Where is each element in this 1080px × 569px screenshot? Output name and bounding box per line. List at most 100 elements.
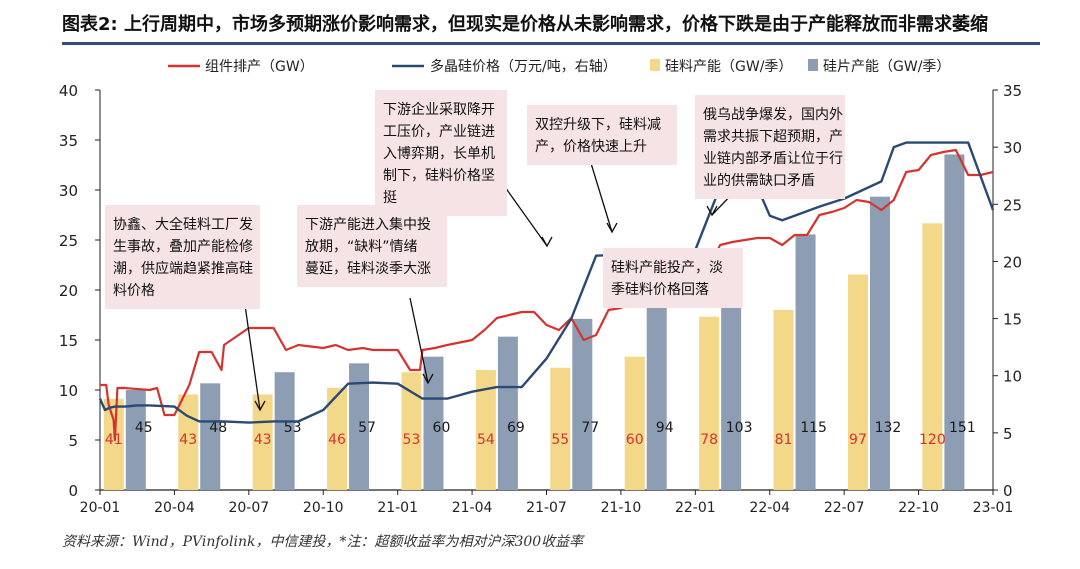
legend-label-wafer: 硅片产能（GW/季） <box>823 59 950 75</box>
data-label-wafer: 94 <box>656 420 674 436</box>
y-tick-label-right: 15 <box>1003 311 1022 329</box>
bar-wafer <box>497 336 518 490</box>
data-label-wafer: 115 <box>800 420 827 436</box>
annotation-text: 业的供需缺口矛盾 <box>703 173 815 189</box>
legend-swatch-silicon <box>650 59 660 71</box>
annotation-box <box>297 205 447 287</box>
bar-wafer <box>572 318 593 490</box>
bar-silicon <box>327 387 348 490</box>
data-label-wafer: 48 <box>209 420 227 436</box>
bar-silicon <box>773 310 794 490</box>
annotation-arrowhead <box>606 222 618 234</box>
title-rule <box>62 42 1040 45</box>
data-label-silicon: 53 <box>403 432 421 448</box>
annotation-text: 料价格 <box>113 283 155 299</box>
annotation-box <box>105 205 260 309</box>
bar-silicon <box>847 274 868 490</box>
bar-silicon <box>401 372 422 490</box>
annotation-text: 下游产能进入集中投 <box>305 216 431 233</box>
annotation-text: 下游企业采取降开 <box>383 101 495 118</box>
annotation-text: 制下，硅料价格坚 <box>383 168 495 184</box>
legend-swatch-wafer <box>808 59 818 71</box>
annotation-arrowhead <box>541 236 553 248</box>
x-tick-label: 20-10 <box>303 500 344 516</box>
bar-wafer <box>721 261 742 490</box>
legend-label-module: 组件排产（GW） <box>205 59 314 75</box>
data-label-silicon: 43 <box>254 432 272 448</box>
y-tick-label-left: 25 <box>59 232 78 250</box>
bar-wafer <box>646 281 667 490</box>
y-tick-label-left: 30 <box>59 182 78 200</box>
annotation-arrow <box>589 159 613 233</box>
annotation-box <box>375 90 507 216</box>
data-label-wafer: 53 <box>284 420 302 436</box>
bar-wafer <box>423 356 444 490</box>
x-tick-label: 22-10 <box>898 500 939 516</box>
data-label-silicon: 55 <box>551 432 569 448</box>
data-label-silicon: 54 <box>477 432 495 448</box>
annotation-text: 双控升级下，硅料减 <box>535 117 661 133</box>
data-label-wafer: 77 <box>581 420 599 436</box>
bar-silicon <box>103 398 124 490</box>
data-label-wafer: 57 <box>358 420 376 436</box>
x-tick-label: 22-04 <box>749 500 790 516</box>
annotation-arrowhead <box>706 205 718 217</box>
annotation-text: 生事故，叠加产能检修 <box>113 239 253 255</box>
annotation-box <box>695 95 845 199</box>
data-label-wafer: 151 <box>949 420 976 436</box>
x-tick-label: 21-04 <box>452 500 493 516</box>
annotation-text: 协鑫、大全硅料工厂发 <box>113 216 253 233</box>
bar-wafer <box>944 154 965 490</box>
y-tick-label-right: 20 <box>1003 253 1022 271</box>
bar-wafer <box>125 390 146 490</box>
y-tick-label-right: 10 <box>1003 368 1022 386</box>
annotation-text: 蔓延，硅料淡季大涨 <box>305 261 431 277</box>
y-tick-label-right: 30 <box>1003 139 1022 157</box>
annotation-arrow <box>409 297 429 384</box>
data-label-silicon: 46 <box>328 432 346 448</box>
y-tick-label-left: 15 <box>59 332 78 350</box>
bar-silicon <box>922 223 943 491</box>
annotation-text: 俄乌战争爆发，国内外 <box>703 107 843 123</box>
annotation-text: 需求共振下超预期，产 <box>703 129 843 145</box>
annotation-arrow <box>244 304 261 411</box>
x-tick-label: 22-07 <box>824 500 865 516</box>
bar-silicon <box>550 367 571 490</box>
bar-wafer <box>274 372 295 490</box>
x-tick-label: 20-04 <box>154 500 195 516</box>
bar-wafer <box>200 383 221 490</box>
annotation-text: 放期，“缺料”情绪 <box>305 239 418 255</box>
data-label-wafer: 69 <box>507 420 525 436</box>
data-label-silicon: 43 <box>179 432 197 448</box>
legend-label-poly: 多晶硅价格（万元/吨，右轴） <box>430 58 617 75</box>
x-tick-label: 20-07 <box>228 500 269 516</box>
x-tick-label: 20-01 <box>80 500 121 516</box>
x-tick-label: 21-10 <box>601 500 642 516</box>
annotation-text: 产，价格快速上升 <box>535 139 647 155</box>
y-tick-label-left: 40 <box>59 82 78 100</box>
bar-wafer <box>349 363 370 490</box>
x-tick-label: 21-07 <box>526 500 567 516</box>
bar-silicon <box>699 316 720 490</box>
x-tick-label: 22-01 <box>675 500 716 516</box>
bar-wafer <box>795 234 816 490</box>
y-tick-label-right: 35 <box>1003 82 1022 100</box>
y-tick-label-right: 25 <box>1003 196 1022 214</box>
y-tick-label-left: 5 <box>68 432 78 450</box>
series-line-module <box>100 148 994 442</box>
legend-label-silicon: 硅料产能（GW/季） <box>665 59 792 75</box>
figure-title: 图表2: 上行周期中，市场多预期涨价影响需求，但现实是价格从未影响需求，价格下跌… <box>62 14 988 35</box>
annotation-text: 硅料产能投产，淡 <box>611 260 723 276</box>
annotation-text: 业链内部矛盾让位于行 <box>703 151 843 167</box>
y-tick-label-right: 5 <box>1003 425 1013 443</box>
annotation-box <box>527 105 677 165</box>
annotation-text: 挺 <box>383 190 397 206</box>
data-label-silicon: 120 <box>919 432 946 448</box>
source-note: 资料来源：Wind，PVinfolink，中信建投，*注：超额收益率为相对沪深3… <box>62 534 584 550</box>
data-label-wafer: 103 <box>726 420 753 436</box>
annotation-arrow <box>499 179 548 247</box>
annotation-arrowhead <box>422 373 434 385</box>
y-tick-label-right: 0 <box>1003 482 1013 500</box>
data-label-wafer: 45 <box>135 420 153 436</box>
